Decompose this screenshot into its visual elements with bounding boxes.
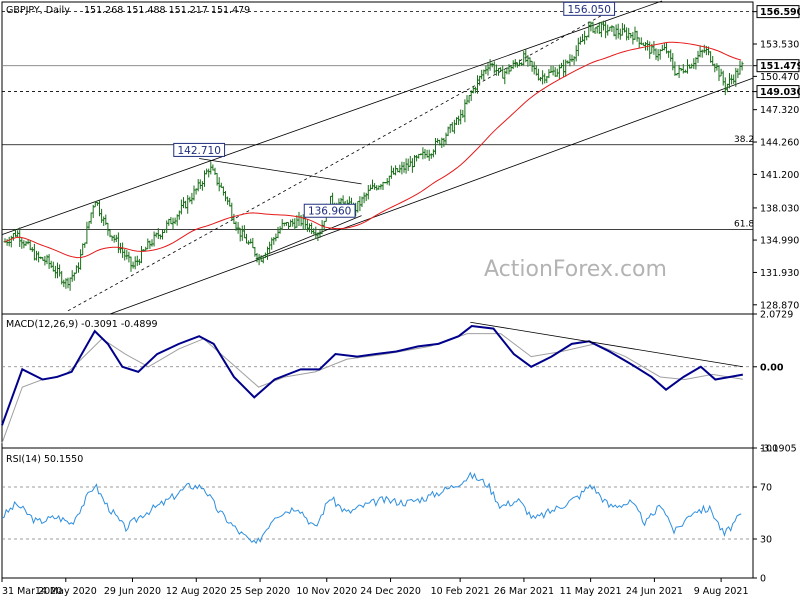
svg-text:147.320: 147.320 (760, 105, 799, 116)
rsi-panel (1, 447, 754, 579)
svg-text:153.530: 153.530 (760, 39, 799, 50)
price-y-tick-label: 138.030 (760, 203, 799, 214)
ohlc-label: 151.268 151.488 151.217 151.479 (84, 5, 250, 16)
macd-y-tick-label: -3.1905 (760, 444, 797, 455)
price-y-tick-label: 134.990 (760, 236, 799, 247)
price-bar (740, 61, 744, 71)
rsi-layer (1, 471, 753, 545)
price-annotation: 142.710 (173, 142, 226, 157)
x-tick-label: 31 Mar 2020 (2, 586, 62, 597)
rsi-line (1, 471, 742, 545)
price-panel (1, 1, 754, 315)
price-y-tick-label: 150.470 (760, 72, 799, 83)
price-y-tick-label: 149.030 (756, 85, 800, 99)
x-tick-label: 24 Jun 2021 (626, 586, 683, 597)
x-tick-label: 26 Mar 2021 (494, 586, 554, 597)
svg-text:150.470: 150.470 (760, 72, 799, 83)
svg-text:156.050: 156.050 (567, 4, 610, 16)
x-tick-label: 29 Jun 2020 (104, 586, 161, 597)
svg-text:142.710: 142.710 (177, 145, 220, 157)
fib-level-label: 61.8 (734, 219, 754, 229)
macd-panel (1, 313, 754, 449)
price-y-tick-label: 147.320 (760, 105, 799, 116)
channel-lower (109, 77, 754, 315)
rsi-y-tick-label: 0 (760, 574, 766, 585)
macd-line (1, 324, 744, 426)
price-y-tick-label: 156.590 (756, 5, 800, 19)
price-annotation: 156.050 (563, 1, 616, 16)
price-y-tick-label: 144.260 (760, 138, 799, 149)
x-tick-label: 25 Sep 2020 (230, 586, 290, 597)
rsi-y-tick-label: 30 (760, 535, 772, 546)
price-layer: 156.050 142.710 136.960 (1, 0, 754, 315)
svg-text:141.200: 141.200 (760, 170, 799, 181)
rsi-y-tick-label: 100 (760, 444, 778, 455)
triangle-lower (255, 215, 362, 260)
svg-text:131.930: 131.930 (760, 268, 799, 279)
price-y-tick-label: 141.200 (760, 170, 799, 181)
svg-text:134.990: 134.990 (760, 236, 799, 247)
x-tick-label: 10 Feb 2021 (431, 586, 490, 597)
rsi-title: RSI(14) 50.1550 (6, 454, 83, 465)
svg-text:138.030: 138.030 (760, 203, 799, 214)
svg-text:151.479: 151.479 (760, 61, 800, 72)
macd-layer (1, 321, 753, 444)
x-tick-label: 10 Nov 2020 (296, 586, 357, 597)
svg-text:156.590: 156.590 (760, 7, 800, 18)
svg-text:128.870: 128.870 (760, 300, 799, 311)
macd-trendline (470, 321, 743, 368)
macd-y-tick-label: 0.00 (760, 362, 784, 373)
rsi-y-tick-label: 70 (760, 483, 772, 494)
macd-y-tick-label: 2.0729 (760, 310, 793, 321)
symbol-label: GBPJPY, Daily (6, 5, 70, 16)
price-y-tick-label: 151.479 (756, 59, 800, 73)
x-tick-label: 9 Aug 2021 (694, 586, 749, 597)
watermark: ActionForex.com (484, 257, 667, 282)
channel-upper (1, 0, 663, 236)
moving-average-line (4, 41, 742, 259)
fib-level-label: 38.2 (734, 135, 754, 145)
x-tick-label: 14 May 2020 (35, 586, 97, 597)
price-annotation: 136.960 (303, 203, 356, 218)
grid-layer: 38.2 61.8 (2, 11, 754, 230)
price-y-tick-label: 153.530 (760, 39, 799, 50)
macd-title: MACD(12,26,9) -0.3091 -0.4899 (6, 319, 158, 330)
svg-text:136.960: 136.960 (308, 206, 351, 218)
x-tick-label: 11 May 2021 (560, 586, 622, 597)
price-y-tick-label: 131.930 (760, 268, 799, 279)
svg-text:149.030: 149.030 (760, 87, 800, 98)
x-tick-label: 24 Dec 2020 (360, 586, 421, 597)
triangle-upper (199, 158, 362, 185)
x-tick-label: 12 Aug 2020 (166, 586, 227, 597)
price-y-tick-label: 128.870 (760, 300, 799, 311)
svg-text:144.260: 144.260 (760, 138, 799, 149)
